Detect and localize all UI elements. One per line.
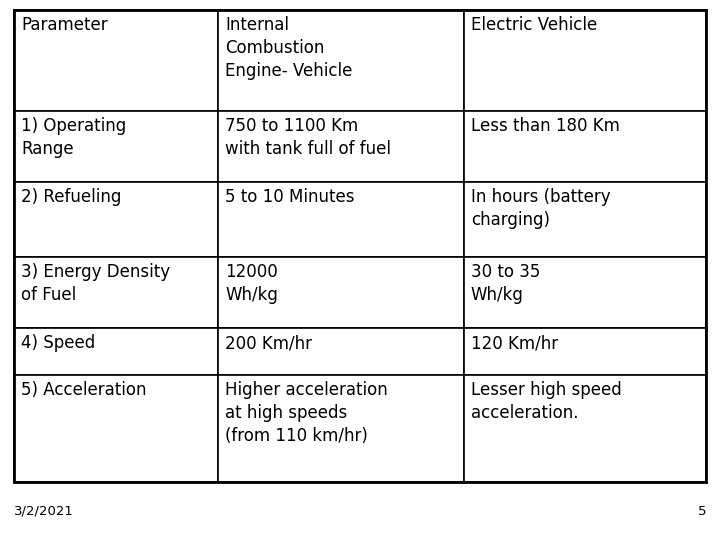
Bar <box>464 182 706 256</box>
Text: 3) Energy Density
of Fuel: 3) Energy Density of Fuel <box>21 263 170 303</box>
Text: Higher acceleration
at high speeds
(from 110 km/hr): Higher acceleration at high speeds (from… <box>225 381 388 444</box>
Text: Lesser high speed
acceleration.: Lesser high speed acceleration. <box>471 381 621 422</box>
Bar <box>14 111 218 182</box>
Text: 5) Acceleration: 5) Acceleration <box>21 381 146 399</box>
Text: In hours (battery
charging): In hours (battery charging) <box>471 188 611 229</box>
Bar <box>14 10 218 111</box>
Text: Internal
Combustion
Engine- Vehicle: Internal Combustion Engine- Vehicle <box>225 16 353 80</box>
Bar <box>464 375 706 482</box>
Text: Parameter: Parameter <box>21 16 107 34</box>
Text: 2) Refueling: 2) Refueling <box>21 188 122 206</box>
Bar <box>218 375 464 482</box>
Text: 30 to 35
Wh/kg: 30 to 35 Wh/kg <box>471 263 540 303</box>
Bar <box>464 256 706 328</box>
Bar <box>14 375 218 482</box>
Bar <box>14 256 218 328</box>
Text: 12000
Wh/kg: 12000 Wh/kg <box>225 263 278 303</box>
Text: 5 to 10 Minutes: 5 to 10 Minutes <box>225 188 355 206</box>
Bar <box>464 10 706 111</box>
Text: 5: 5 <box>698 505 706 518</box>
Text: 200 Km/hr: 200 Km/hr <box>225 334 312 352</box>
Text: 1) Operating
Range: 1) Operating Range <box>21 117 126 158</box>
Bar <box>14 182 218 256</box>
Bar <box>218 10 464 111</box>
Bar <box>14 10 706 482</box>
Bar <box>14 328 218 375</box>
Text: 4) Speed: 4) Speed <box>21 334 95 352</box>
Text: Electric Vehicle: Electric Vehicle <box>471 16 597 34</box>
Bar <box>464 111 706 182</box>
Bar <box>218 328 464 375</box>
Bar <box>218 256 464 328</box>
Bar <box>218 182 464 256</box>
Text: 3/2/2021: 3/2/2021 <box>14 505 74 518</box>
Text: 120 Km/hr: 120 Km/hr <box>471 334 558 352</box>
Text: Less than 180 Km: Less than 180 Km <box>471 117 620 134</box>
Bar <box>218 111 464 182</box>
Text: 750 to 1100 Km
with tank full of fuel: 750 to 1100 Km with tank full of fuel <box>225 117 391 158</box>
Bar <box>464 328 706 375</box>
